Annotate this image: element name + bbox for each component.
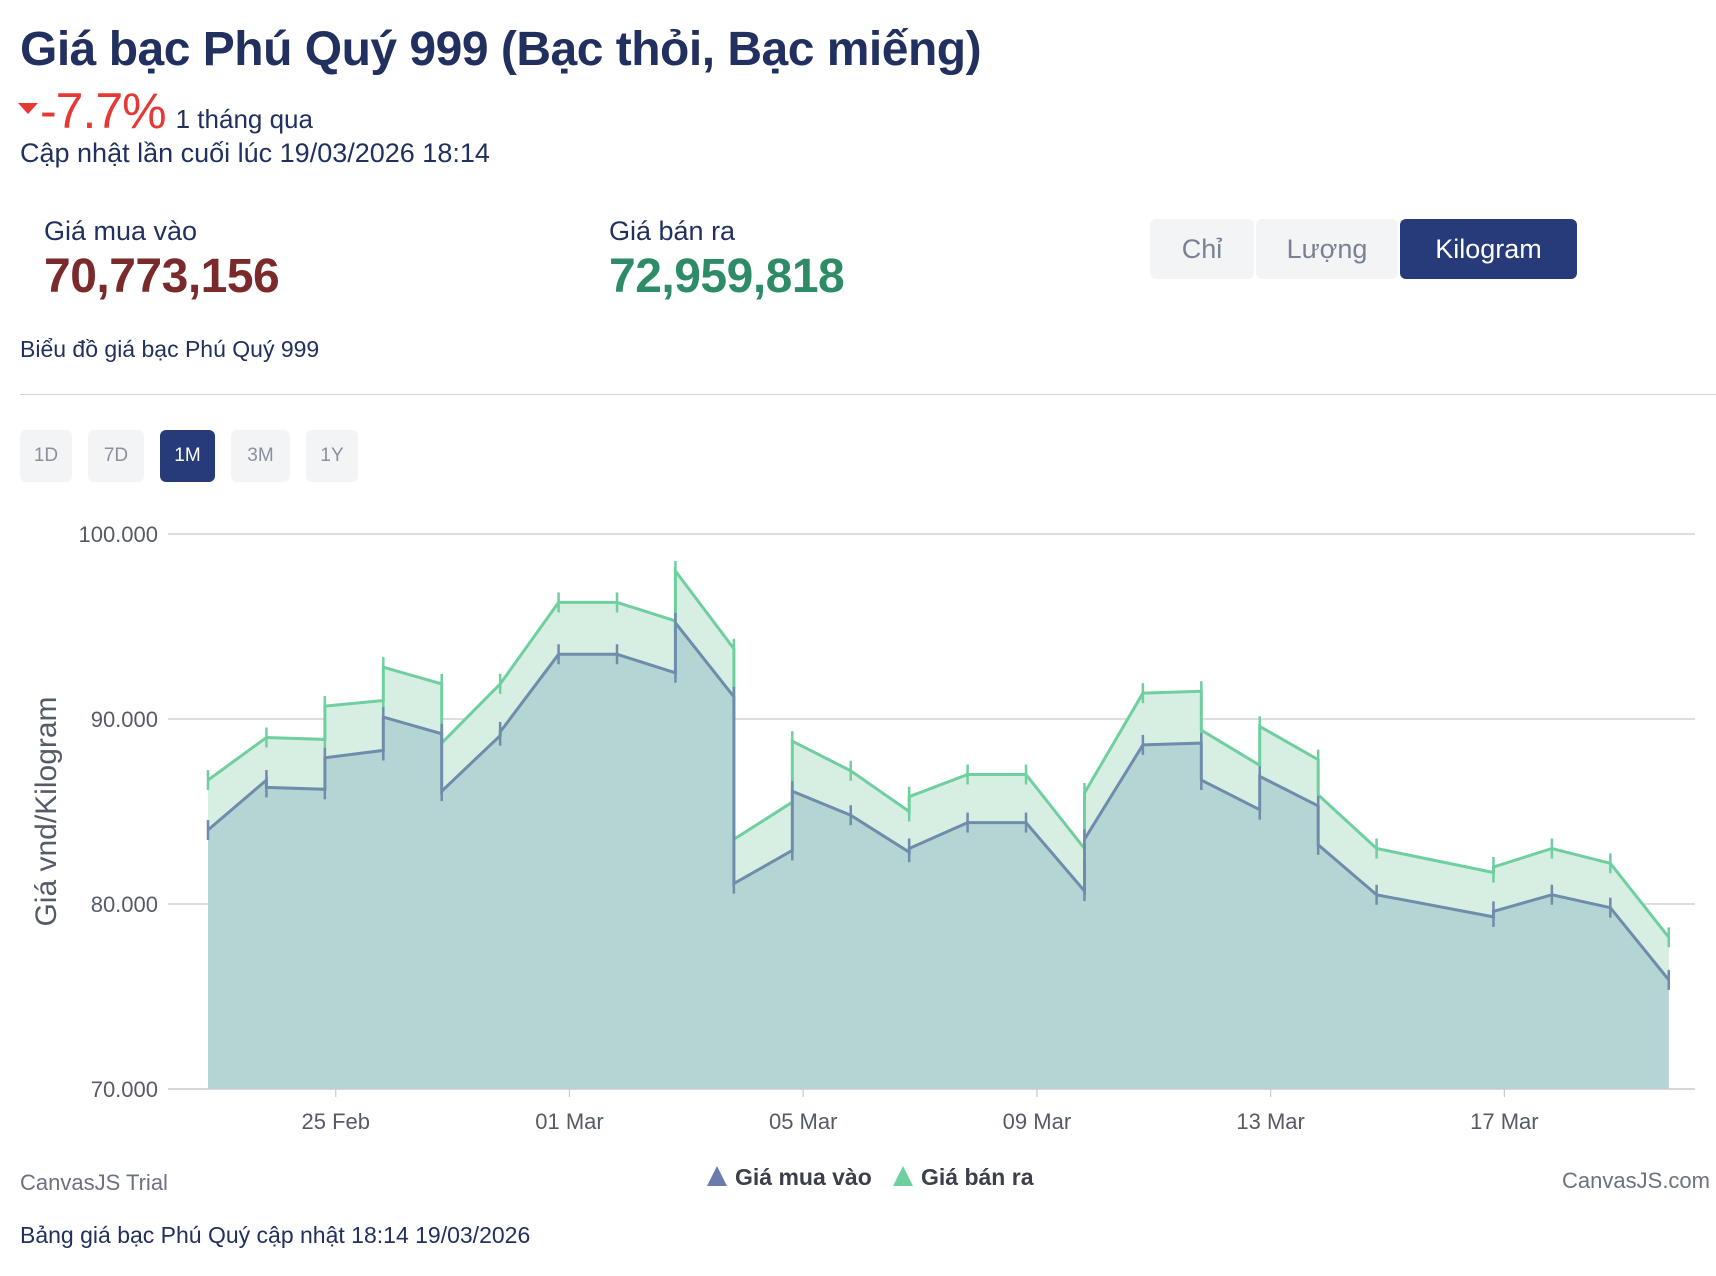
unit-selector: Chỉ Lượng Kilogram [1150, 219, 1577, 279]
last-updated: Cập nhật lần cuối lúc 19/03/2026 18:14 [20, 138, 490, 168]
down-arrow-icon [18, 103, 38, 114]
divider [20, 394, 1716, 395]
range-tab-1m[interactable]: 1M [160, 430, 215, 482]
sell-price-block: Giá bán ra 72,959,818 [609, 216, 845, 304]
x-tick-label: 25 Feb [302, 1109, 371, 1134]
price-chart: 70.000 80.000 90.000 100.000 Giá vnd/Kilogra… [20, 522, 1710, 1195]
y-tick-label: 80.000 [91, 892, 158, 917]
sell-price-value: 72,959,818 [609, 250, 845, 303]
change-percent: -7.7% [40, 83, 167, 139]
sell-price-label: Giá bán ra [609, 216, 736, 246]
legend-sell-label: Giá bán ra [921, 1164, 1034, 1190]
x-tick-label: 01 Mar [535, 1109, 603, 1134]
unit-tab-luong[interactable]: Lượng [1256, 219, 1398, 279]
buy-price-value: 70,773,156 [44, 250, 280, 303]
legend-buy-marker [707, 1166, 727, 1186]
footer-note: Bảng giá bạc Phú Quý cập nhật 18:14 19/0… [20, 1222, 531, 1248]
x-tick-label: 13 Mar [1236, 1109, 1304, 1134]
y-tick-label: 90.000 [91, 707, 158, 732]
range-tab-1y[interactable]: 1Y [306, 430, 358, 482]
range-tab-3m[interactable]: 3M [231, 430, 290, 482]
range-tab-7d[interactable]: 7D [88, 430, 144, 482]
y-tick-label: 100.000 [78, 522, 158, 547]
change-period: 1 tháng qua [175, 104, 313, 134]
buy-price-block: Giá mua vào 70,773,156 [44, 216, 280, 304]
price-change: -7.7% 1 tháng qua [18, 82, 313, 140]
x-tick-label: 05 Mar [769, 1109, 837, 1134]
page-title: Giá bạc Phú Quý 999 (Bạc thỏi, Bạc miếng… [20, 23, 982, 76]
buy-price-label: Giá mua vào [44, 216, 198, 246]
legend-sell-marker [893, 1166, 913, 1186]
unit-tab-kilogram[interactable]: Kilogram [1400, 219, 1577, 279]
x-tick-label: 17 Mar [1470, 1109, 1538, 1134]
buy-series-area [208, 622, 1669, 1089]
y-axis-label: Giá vnd/Kilogram [30, 696, 63, 926]
x-tick-label: 09 Mar [1003, 1109, 1071, 1134]
range-selector: 1D 7D 1M 3M 1Y [20, 430, 374, 482]
y-tick-label: 70.000 [91, 1077, 158, 1102]
watermark-left: CanvasJS Trial [20, 1170, 168, 1195]
range-tab-1d[interactable]: 1D [20, 430, 72, 482]
unit-tab-chi[interactable]: Chỉ [1150, 219, 1254, 279]
watermark-right: CanvasJS.com [1562, 1168, 1710, 1193]
chart-caption: Biểu đồ giá bạc Phú Quý 999 [20, 336, 320, 362]
legend-buy-label: Giá mua vào [735, 1164, 872, 1190]
